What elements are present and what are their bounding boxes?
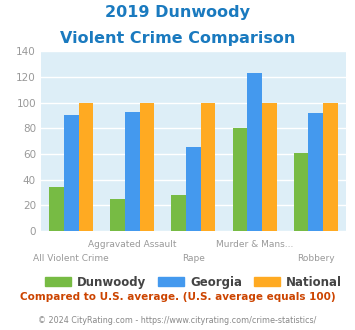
Bar	[140, 103, 154, 231]
Bar	[247, 73, 262, 231]
Bar	[201, 103, 215, 231]
Bar	[186, 148, 201, 231]
Text: Robbery: Robbery	[297, 254, 334, 263]
Text: 2019 Dunwoody: 2019 Dunwoody	[105, 5, 250, 20]
Bar	[171, 195, 186, 231]
Bar	[79, 103, 93, 231]
Bar	[233, 128, 247, 231]
Text: Rape: Rape	[182, 254, 205, 263]
Bar	[49, 187, 64, 231]
Text: Compared to U.S. average. (U.S. average equals 100): Compared to U.S. average. (U.S. average …	[20, 292, 335, 302]
Bar	[308, 113, 323, 231]
Text: Aggravated Assault: Aggravated Assault	[88, 240, 177, 249]
Bar	[294, 153, 308, 231]
Bar	[323, 103, 338, 231]
Text: All Violent Crime: All Violent Crime	[33, 254, 109, 263]
Text: © 2024 CityRating.com - https://www.cityrating.com/crime-statistics/: © 2024 CityRating.com - https://www.city…	[38, 316, 317, 325]
Legend: Dunwoody, Georgia, National: Dunwoody, Georgia, National	[40, 271, 346, 293]
Text: Violent Crime Comparison: Violent Crime Comparison	[60, 31, 295, 46]
Bar	[64, 115, 79, 231]
Text: Murder & Mans...: Murder & Mans...	[216, 240, 293, 249]
Bar	[110, 199, 125, 231]
Bar	[262, 103, 277, 231]
Bar	[125, 112, 140, 231]
